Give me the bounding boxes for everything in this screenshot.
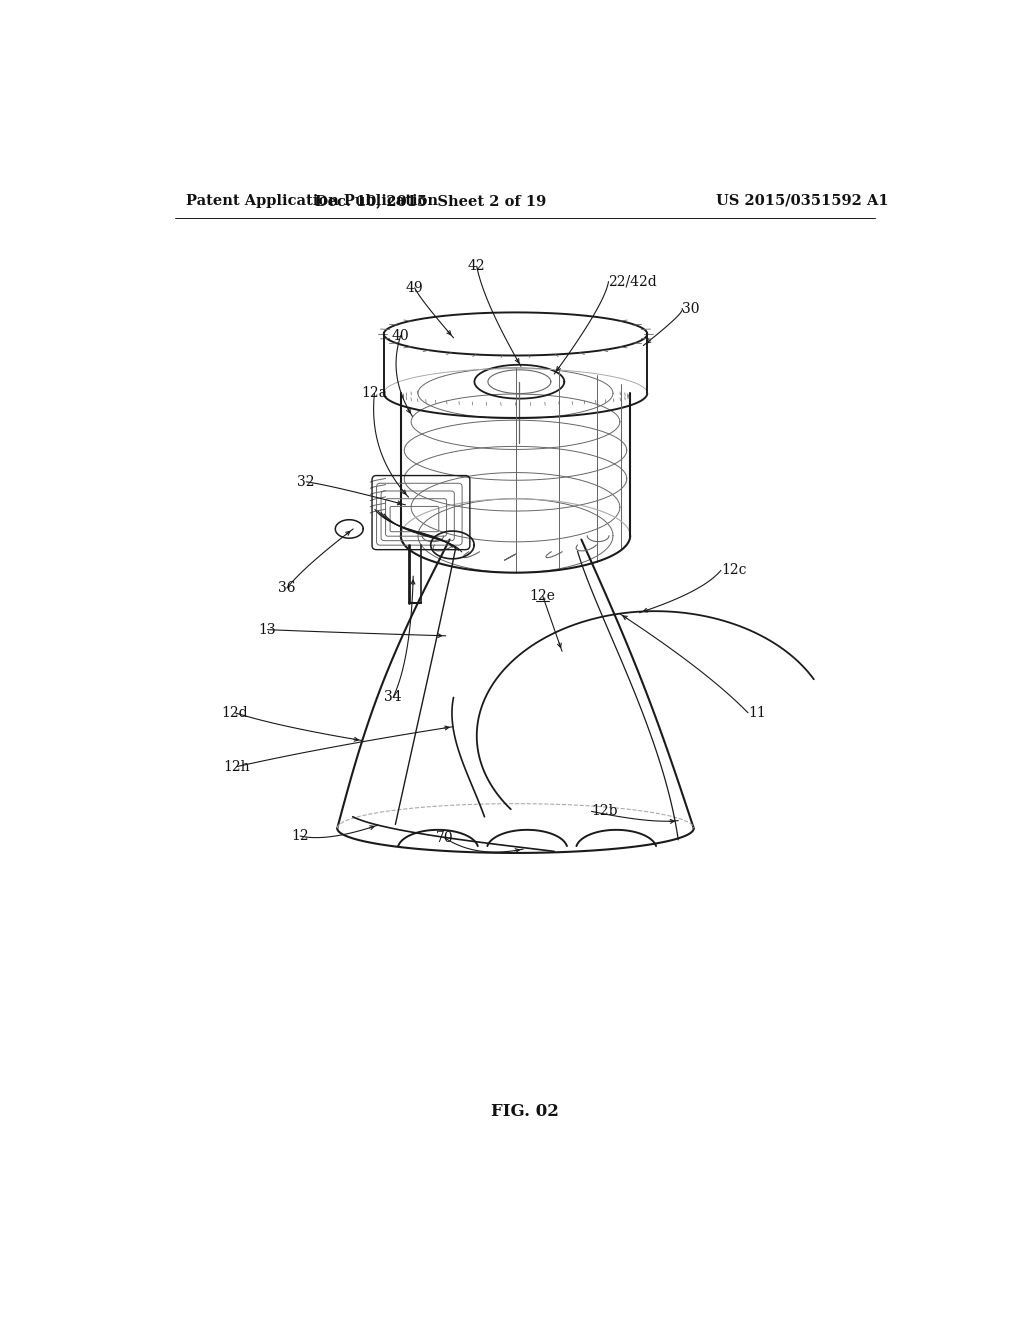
Text: Dec. 10, 2015  Sheet 2 of 19: Dec. 10, 2015 Sheet 2 of 19: [314, 194, 546, 207]
Text: 12d: 12d: [221, 706, 248, 719]
Text: 12h: 12h: [223, 760, 250, 774]
Text: Patent Application Publication: Patent Application Publication: [186, 194, 438, 207]
Text: 40: 40: [392, 329, 410, 342]
Text: FIG. 02: FIG. 02: [490, 1104, 559, 1121]
Text: 36: 36: [279, 581, 296, 595]
Text: 22/42d: 22/42d: [608, 275, 657, 289]
Text: 12a: 12a: [361, 387, 387, 400]
Text: 12b: 12b: [592, 804, 617, 818]
Text: 34: 34: [384, 690, 401, 705]
Text: US 2015/0351592 A1: US 2015/0351592 A1: [716, 194, 889, 207]
Text: 49: 49: [406, 281, 424, 294]
Text: 11: 11: [748, 706, 766, 719]
Text: 13: 13: [259, 623, 276, 636]
Text: 12: 12: [291, 829, 309, 843]
Text: 12e: 12e: [529, 589, 556, 603]
Text: 42: 42: [468, 259, 485, 273]
Text: 12c: 12c: [721, 564, 746, 577]
Text: 30: 30: [682, 301, 699, 315]
Text: 70: 70: [435, 830, 453, 845]
Text: 32: 32: [298, 475, 315, 488]
